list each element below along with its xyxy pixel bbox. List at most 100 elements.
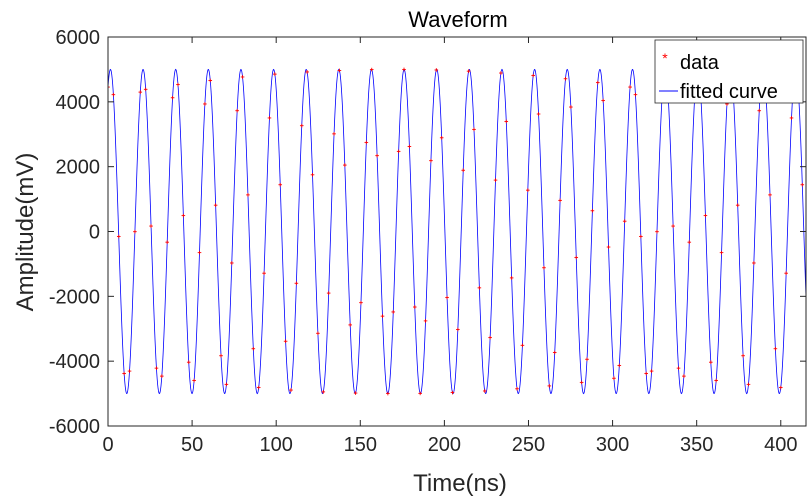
data-point xyxy=(752,261,756,265)
y-tick-label: 6000 xyxy=(56,27,101,49)
data-point xyxy=(579,380,584,385)
data-point xyxy=(477,286,482,290)
legend-label-fitted-curve: fitted curve xyxy=(680,81,778,103)
data-point xyxy=(186,360,191,365)
data-point xyxy=(418,391,422,396)
data-point xyxy=(504,119,509,124)
y-tick-label: 2000 xyxy=(56,157,101,179)
series-fitted-curve xyxy=(108,68,806,395)
x-tick-label: 100 xyxy=(260,434,293,456)
data-point xyxy=(542,265,546,270)
data-point xyxy=(595,80,600,85)
data-point xyxy=(273,72,277,76)
data-point xyxy=(149,224,153,228)
data-point xyxy=(472,127,476,132)
data-point xyxy=(789,116,794,120)
data-point xyxy=(531,73,535,78)
data-point xyxy=(676,366,681,370)
data-point xyxy=(391,310,396,314)
data-point xyxy=(466,69,471,73)
data-point xyxy=(407,144,412,149)
data-point xyxy=(197,250,202,255)
data-point xyxy=(181,213,186,218)
data-point xyxy=(283,339,288,344)
data-point xyxy=(601,98,605,103)
data-point xyxy=(628,85,632,89)
y-axis-label: Amplitude(mV) xyxy=(12,153,39,312)
x-axis-label: Time(ns) xyxy=(413,470,507,497)
data-point xyxy=(359,300,363,305)
data-point xyxy=(386,391,390,396)
plot-area xyxy=(108,67,806,396)
data-point xyxy=(396,149,401,154)
data-point xyxy=(622,219,627,223)
data-point xyxy=(192,378,196,383)
y-tick-label: -2000 xyxy=(49,286,100,308)
data-point xyxy=(326,291,331,295)
data-point xyxy=(450,390,455,395)
x-tick-label: 250 xyxy=(512,434,545,456)
data-point xyxy=(558,198,562,203)
data-point xyxy=(375,153,379,158)
data-point xyxy=(246,193,250,197)
data-point xyxy=(703,213,708,218)
legend: * data fitted curve xyxy=(654,39,804,104)
data-point xyxy=(563,76,568,81)
data-point xyxy=(612,376,616,381)
y-tick-label: 0 xyxy=(89,222,100,244)
data-point xyxy=(262,271,266,276)
data-point xyxy=(321,390,326,394)
y-tick-label: -4000 xyxy=(49,351,100,373)
data-point xyxy=(208,78,213,83)
legend-label-data: data xyxy=(680,52,720,74)
data-point xyxy=(735,203,740,207)
data-point xyxy=(456,327,460,332)
data-point xyxy=(251,346,256,351)
data-point xyxy=(649,369,654,373)
data-point xyxy=(778,385,783,390)
data-point xyxy=(569,105,573,109)
x-tick-label: 350 xyxy=(680,434,713,456)
data-point xyxy=(547,384,552,388)
data-point xyxy=(434,68,439,72)
data-point xyxy=(445,295,449,300)
data-point xyxy=(461,168,466,173)
data-point xyxy=(380,314,385,318)
data-point xyxy=(585,357,589,362)
data-point xyxy=(133,229,137,234)
data-point xyxy=(170,95,175,100)
data-point xyxy=(138,90,143,94)
data-point xyxy=(644,371,649,376)
data-point xyxy=(143,87,148,92)
y-tick-label: 4000 xyxy=(56,92,101,114)
data-point xyxy=(332,132,336,136)
legend-entry-data: * data xyxy=(662,50,720,74)
data-point xyxy=(267,116,272,120)
data-point xyxy=(122,371,126,376)
data-point xyxy=(165,240,170,244)
data-point xyxy=(154,366,159,370)
data-point xyxy=(127,369,132,373)
data-point xyxy=(353,391,358,395)
data-point xyxy=(671,224,675,228)
data-point xyxy=(213,203,218,207)
data-point xyxy=(509,276,514,280)
data-point xyxy=(784,271,788,276)
data-point xyxy=(709,360,713,365)
data-point xyxy=(655,229,659,234)
data-point xyxy=(800,182,805,187)
data-point xyxy=(278,182,283,187)
chart-title: Waveform xyxy=(408,7,507,32)
data-point xyxy=(520,343,525,348)
data-point xyxy=(719,250,724,255)
data-point xyxy=(310,172,315,177)
data-point xyxy=(633,92,638,97)
x-tick-label: 400 xyxy=(764,434,797,456)
x-tick-label: 200 xyxy=(428,434,461,456)
data-point xyxy=(590,208,595,213)
data-point xyxy=(746,382,751,387)
data-point xyxy=(108,85,110,89)
data-point xyxy=(160,374,164,378)
data-point xyxy=(412,305,417,309)
axes xyxy=(107,36,807,427)
